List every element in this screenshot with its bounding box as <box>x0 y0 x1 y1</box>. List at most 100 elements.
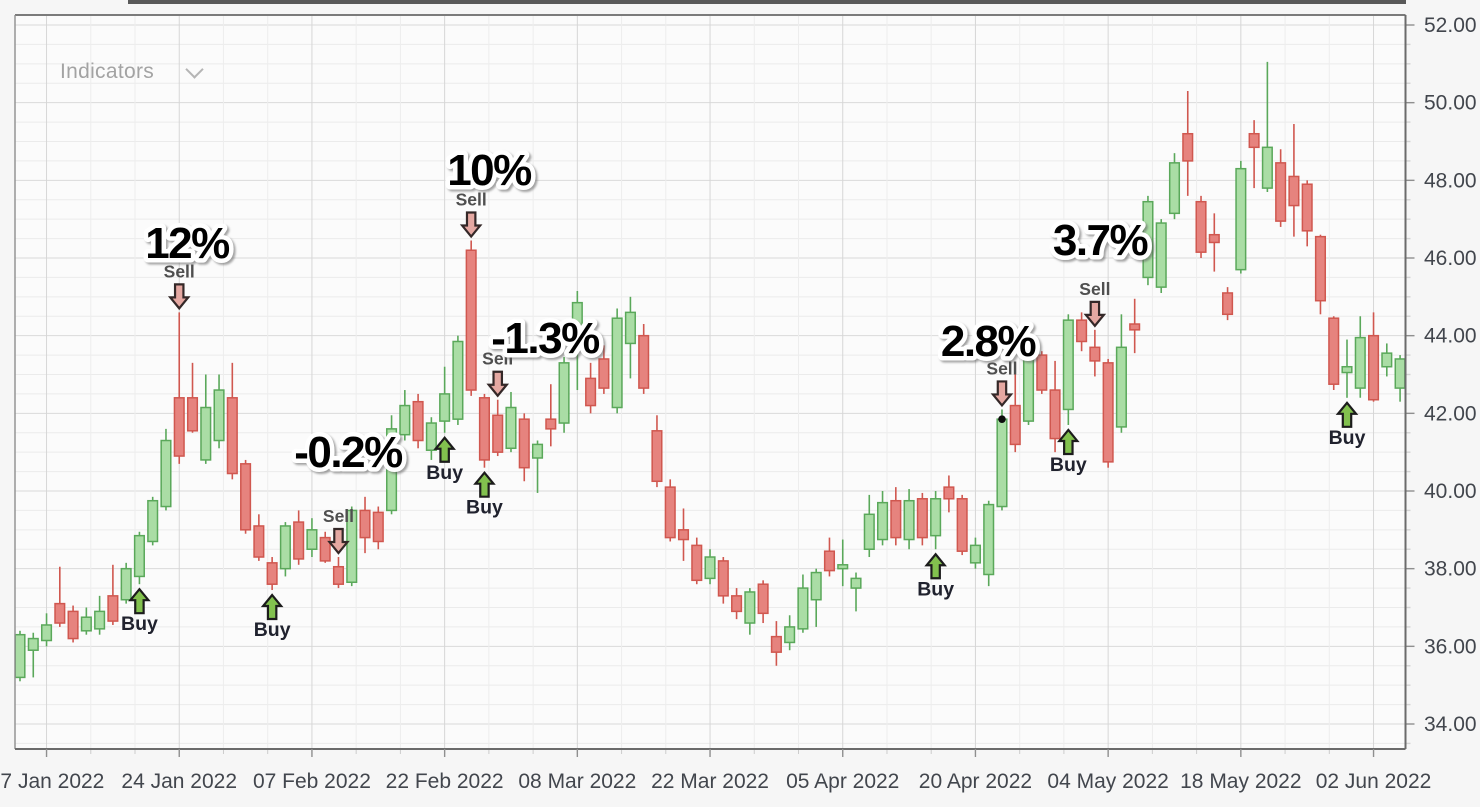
candle-body <box>226 397 238 475</box>
candle-body <box>253 525 265 558</box>
candle <box>1182 91 1194 196</box>
candle <box>558 357 570 433</box>
candle <box>147 496 159 546</box>
candle-body <box>1036 354 1048 391</box>
candle-body <box>332 565 345 585</box>
candle <box>1235 160 1247 274</box>
sell-signal: Sell <box>1079 279 1110 328</box>
x-axis-tick-label: 22 Mar 2022 <box>651 770 769 793</box>
candle <box>425 417 437 460</box>
candle-body <box>1142 200 1154 279</box>
candle <box>797 574 809 633</box>
candle-body <box>425 422 437 451</box>
candle <box>1354 316 1366 398</box>
candle-body <box>147 499 159 543</box>
candles <box>14 61 1406 682</box>
candle-body <box>1009 404 1021 446</box>
candle-body <box>810 571 822 601</box>
pct-annotation: 3.7% <box>1053 216 1148 265</box>
buy-signal-label: Buy <box>254 619 291 641</box>
y-axis-tick-label: 48.00 <box>1424 169 1477 192</box>
candle <box>1049 360 1061 453</box>
candle-body <box>531 443 544 459</box>
candle <box>14 630 26 682</box>
buy-arrow-icon <box>260 593 284 621</box>
candle-body <box>704 556 716 580</box>
candle <box>810 568 822 627</box>
candle-body <box>266 562 278 585</box>
candle <box>1301 180 1313 247</box>
sell-signal: Sell <box>164 261 195 311</box>
candle <box>916 492 928 546</box>
indicators-dropdown[interactable]: Indicators <box>60 54 225 90</box>
window-top-edge <box>128 0 1406 4</box>
pct-annotation: -0.2% <box>294 428 402 477</box>
sell-signal-label: Sell <box>986 358 1017 378</box>
candle <box>624 296 636 379</box>
candle <box>757 580 769 624</box>
sell-signal-label: Sell <box>323 506 354 526</box>
candle-body <box>94 610 106 630</box>
chevron-down-icon <box>185 59 204 79</box>
candle-body <box>1076 319 1088 343</box>
pct-annotation: 12% <box>145 219 229 268</box>
candle-body <box>67 610 79 640</box>
candle <box>585 362 597 414</box>
buy-signal-label: Buy <box>466 497 503 519</box>
candle <box>1115 314 1127 433</box>
candle <box>677 508 690 561</box>
candle <box>1328 316 1340 391</box>
x-axis-tick-label: 24 Jan 2022 <box>121 770 237 793</box>
candle <box>731 588 743 620</box>
y-axis-tick-label: 42.00 <box>1424 402 1477 425</box>
candle-body <box>611 317 623 409</box>
y-axis-tick-label: 44.00 <box>1424 325 1477 348</box>
candle-body <box>1049 389 1061 440</box>
candle-body <box>691 544 703 582</box>
candle-body <box>14 633 26 679</box>
x-axis-tick-label: 08 Mar 2022 <box>518 770 636 793</box>
candle-body <box>930 498 942 537</box>
sell-signal: Sell <box>482 349 513 398</box>
candle-body <box>890 499 902 539</box>
indicators-label: Indicators <box>60 60 155 83</box>
buy-signal: Buy <box>254 593 291 641</box>
candle <box>465 240 477 396</box>
candle <box>1142 195 1154 286</box>
candle <box>27 632 39 678</box>
candle <box>120 562 132 604</box>
sell-arrow-icon <box>486 370 510 398</box>
candle <box>611 308 623 414</box>
candle-body <box>412 400 424 442</box>
sell-arrow-icon <box>990 380 1014 408</box>
candle <box>226 362 238 480</box>
x-axis-tick-label: 04 May 2022 <box>1047 770 1168 793</box>
candle <box>956 494 968 556</box>
pct-annotation: 10% <box>447 146 531 195</box>
candle-body <box>27 637 39 651</box>
sell-signal: Sell <box>323 506 354 555</box>
candle-body <box>956 498 968 552</box>
candle-body <box>1288 175 1300 207</box>
candle <box>784 615 796 651</box>
candle-body <box>983 503 995 576</box>
candle-body <box>1301 183 1313 232</box>
candle <box>505 391 517 453</box>
candle-body <box>306 529 318 550</box>
buy-arrow-icon <box>924 552 947 580</box>
candle-body <box>1248 132 1260 149</box>
candle <box>1129 298 1141 354</box>
candle <box>266 557 278 591</box>
candle <box>1036 351 1048 394</box>
candle-body <box>717 560 729 597</box>
y-axis-tick-label: 46.00 <box>1424 247 1477 270</box>
candle-body <box>200 406 212 461</box>
buy-signal-label: Buy <box>121 613 158 635</box>
candle <box>717 557 729 604</box>
sell-signal-label: Sell <box>164 261 195 281</box>
x-axis-tick-label: 02 Jun 2022 <box>1316 770 1432 793</box>
candle-body <box>863 513 875 550</box>
candle-body <box>399 404 411 436</box>
